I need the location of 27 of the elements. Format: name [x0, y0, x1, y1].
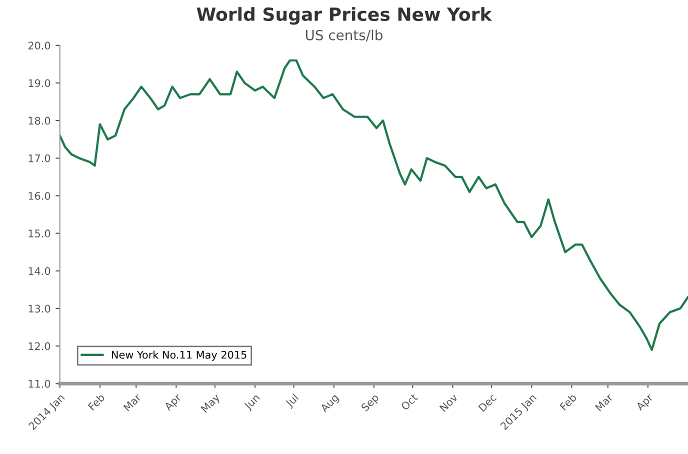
line-series [60, 59, 688, 351]
y-tick-label: 16.0 [28, 192, 50, 200]
x-tick-label: Mar [123, 392, 142, 412]
y-tick-label: 20.0 [28, 42, 50, 50]
x-tick-label: Sep [360, 393, 381, 414]
y-tick-label: 14.0 [28, 267, 50, 275]
legend-label: New York No.11 May 2015 [112, 350, 246, 361]
y-tick-label: 12.0 [28, 342, 50, 350]
y-tick-label: 13.0 [28, 304, 50, 313]
x-tick-label: Feb [88, 393, 106, 411]
x-tick-label: Mar [594, 392, 614, 412]
x-tick-label: Aug [320, 394, 340, 414]
x-tick-label: Jul [284, 393, 300, 409]
y-tick-label: 15.0 [28, 230, 50, 238]
y-tick-label: 11.0 [28, 380, 50, 388]
x-tick-label: Dec [478, 393, 497, 412]
y-tick-label: 19.0 [28, 79, 50, 88]
chart-title: World Sugar Prices New York [196, 7, 492, 25]
x-tick-label: Feb [559, 393, 577, 411]
x-tick-label: Oct [400, 392, 418, 411]
y-tick-label: 17.0 [28, 154, 50, 162]
x-tick-label: Jun [243, 394, 262, 412]
y-tick-label: 18.0 [28, 116, 50, 125]
chart-subtitle: US cents/lb [306, 30, 382, 42]
x-tick-label: Apr [635, 392, 656, 412]
x-tick-label: Apr [164, 392, 184, 412]
x-tick-label: Nov [439, 393, 458, 412]
